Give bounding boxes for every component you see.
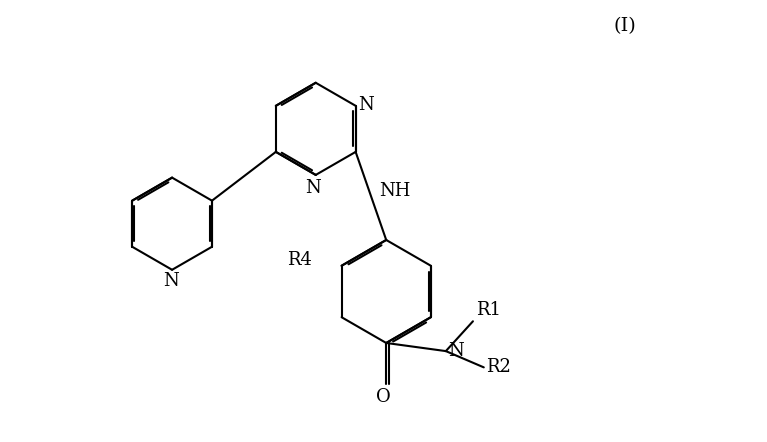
Text: R1: R1 <box>476 301 501 319</box>
Text: N: N <box>358 96 374 114</box>
Text: O: O <box>376 388 391 406</box>
Text: R4: R4 <box>287 251 312 269</box>
Text: R2: R2 <box>486 358 512 376</box>
Text: N: N <box>449 342 464 360</box>
Text: N: N <box>163 273 179 290</box>
Text: (I): (I) <box>614 17 636 35</box>
Text: N: N <box>305 179 321 197</box>
Text: NH: NH <box>379 182 410 199</box>
